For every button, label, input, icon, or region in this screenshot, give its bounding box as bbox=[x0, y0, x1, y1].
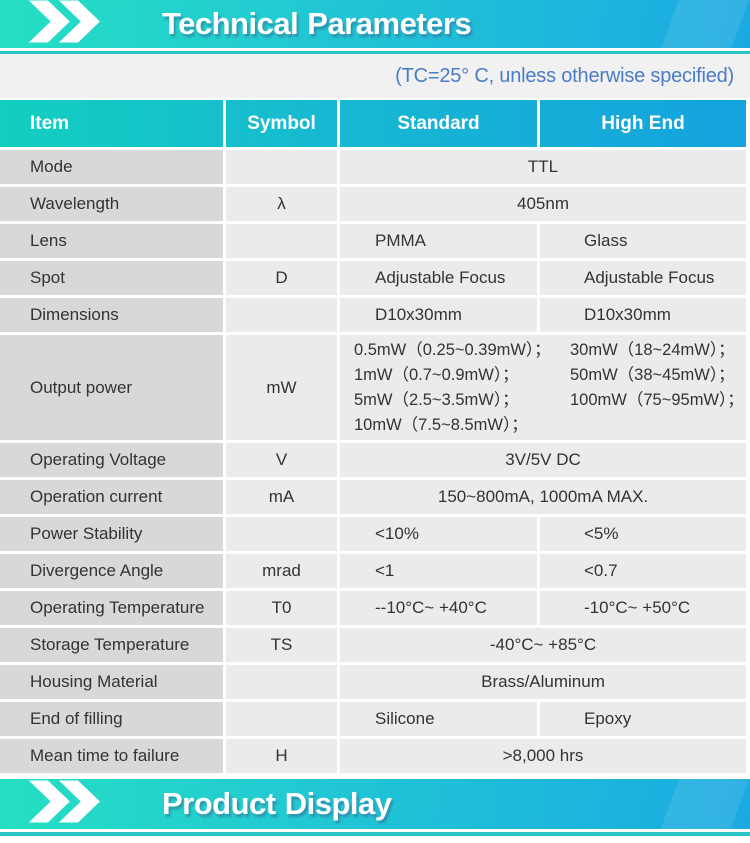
item-cell: Mode bbox=[0, 150, 223, 184]
symbol-cell bbox=[226, 298, 337, 332]
table-row: Operating Voltage V 3V/5V DC bbox=[0, 443, 746, 477]
merged-value-cell: >8,000 hrs bbox=[340, 739, 746, 773]
teal-divider bbox=[0, 832, 750, 836]
item-cell: Wavelength bbox=[0, 187, 223, 221]
double-chevron-icon bbox=[27, 780, 109, 828]
column-header-high-end: High End bbox=[537, 100, 746, 147]
standard-cell: PMMA bbox=[340, 224, 537, 258]
top-banner: Technical Parameters bbox=[0, 0, 750, 48]
column-header-standard: Standard bbox=[337, 100, 537, 147]
merged-value-cell: 3V/5V DC bbox=[340, 443, 746, 477]
divider bbox=[0, 829, 750, 832]
item-cell: Lens bbox=[0, 224, 223, 258]
banner-slash-decoration bbox=[653, 779, 750, 829]
table-row: Divergence Angle mrad <1 <0.7 bbox=[0, 554, 746, 588]
high-end-cell: <5% bbox=[540, 517, 746, 551]
standard-cell: Silicone bbox=[340, 702, 537, 736]
power-line: 0.5mW（0.25~0.39mW）； bbox=[354, 340, 551, 359]
column-header-symbol: Symbol bbox=[223, 100, 337, 147]
table-row: Operating Temperature T0 --10°C~ +40°C -… bbox=[0, 591, 746, 625]
table-header-row: Item Symbol Standard High End bbox=[0, 100, 746, 147]
item-cell: Spot bbox=[0, 261, 223, 295]
divider bbox=[0, 48, 750, 51]
standard-cell: --10°C~ +40°C bbox=[340, 591, 537, 625]
standard-cell: Adjustable Focus bbox=[340, 261, 537, 295]
table-row-output-power: Output power mW 0.5mW（0.25~0.39mW）； 1mW（… bbox=[0, 335, 746, 440]
item-cell: Divergence Angle bbox=[0, 554, 223, 588]
banner-slash-decoration bbox=[653, 0, 750, 48]
power-line: 50mW（38~45mW）； bbox=[570, 365, 735, 384]
power-line: 30mW（18~24mW）； bbox=[570, 340, 735, 359]
standard-cell: <10% bbox=[340, 517, 537, 551]
page-title: Technical Parameters bbox=[162, 6, 472, 41]
item-cell: Dimensions bbox=[0, 298, 223, 332]
power-line-spacer bbox=[570, 413, 744, 438]
standard-power-list: 0.5mW（0.25~0.39mW）； 1mW（0.7~0.9mW）； 5mW（… bbox=[354, 338, 570, 438]
item-cell: End of filling bbox=[0, 702, 223, 736]
high-end-cell: <0.7 bbox=[540, 554, 746, 588]
symbol-cell: H bbox=[226, 739, 337, 773]
symbol-cell bbox=[226, 517, 337, 551]
item-cell: Output power bbox=[0, 335, 223, 440]
section-title: Product Display bbox=[162, 786, 392, 821]
high-end-cell: -10°C~ +50°C bbox=[540, 591, 746, 625]
merged-value-cell: 150~800mA, 1000mA MAX. bbox=[340, 480, 746, 514]
symbol-cell: mrad bbox=[226, 554, 337, 588]
symbol-cell: mW bbox=[226, 335, 337, 440]
spec-table: Item Symbol Standard High End Mode TTL W… bbox=[0, 100, 750, 773]
standard-cell: <1 bbox=[340, 554, 537, 588]
symbol-cell: TS bbox=[226, 628, 337, 662]
item-cell: Storage Temperature bbox=[0, 628, 223, 662]
symbol-cell: mA bbox=[226, 480, 337, 514]
double-chevron-icon bbox=[27, 0, 109, 48]
symbol-cell bbox=[226, 150, 337, 184]
item-cell: Operation current bbox=[0, 480, 223, 514]
subtitle-bar: (TC=25° C, unless otherwise specified) bbox=[0, 54, 750, 98]
item-cell: Mean time to failure bbox=[0, 739, 223, 773]
table-row: Operation current mA 150~800mA, 1000mA M… bbox=[0, 480, 746, 514]
table-row: Mean time to failure H >8,000 hrs bbox=[0, 739, 746, 773]
merged-value-cell: 0.5mW（0.25~0.39mW）； 1mW（0.7~0.9mW）； 5mW（… bbox=[340, 335, 746, 440]
high-end-cell: Epoxy bbox=[540, 702, 746, 736]
item-cell: Power Stability bbox=[0, 517, 223, 551]
bottom-banner: Product Display bbox=[0, 779, 750, 829]
power-line: 5mW（2.5~3.5mW）； bbox=[354, 390, 519, 409]
table-row: Spot D Adjustable Focus Adjustable Focus bbox=[0, 261, 746, 295]
symbol-cell: V bbox=[226, 443, 337, 477]
high-end-cell: Adjustable Focus bbox=[540, 261, 746, 295]
high-end-power-list: 30mW（18~24mW）； 50mW（38~45mW）； 100mW（75~9… bbox=[570, 338, 744, 438]
power-line: 10mW（7.5~8.5mW）； bbox=[354, 415, 528, 434]
item-cell: Housing Material bbox=[0, 665, 223, 699]
standard-cell: D10x30mm bbox=[340, 298, 537, 332]
symbol-cell bbox=[226, 665, 337, 699]
merged-value-cell: 405nm bbox=[340, 187, 746, 221]
symbol-cell: T0 bbox=[226, 591, 337, 625]
table-row: Storage Temperature TS -40°C~ +85°C bbox=[0, 628, 746, 662]
power-line: 100mW（75~95mW）； bbox=[570, 390, 744, 409]
table-row: Dimensions D10x30mm D10x30mm bbox=[0, 298, 746, 332]
high-end-cell: Glass bbox=[540, 224, 746, 258]
symbol-cell bbox=[226, 702, 337, 736]
table-row: Housing Material Brass/Aluminum bbox=[0, 665, 746, 699]
table-row: Wavelength λ 405nm bbox=[0, 187, 746, 221]
item-cell: Operating Temperature bbox=[0, 591, 223, 625]
table-row: Lens PMMA Glass bbox=[0, 224, 746, 258]
test-condition-note: (TC=25° C, unless otherwise specified) bbox=[395, 64, 734, 87]
symbol-cell: λ bbox=[226, 187, 337, 221]
item-cell: Operating Voltage bbox=[0, 443, 223, 477]
power-line: 1mW（0.7~0.9mW）； bbox=[354, 365, 519, 384]
teal-divider bbox=[0, 51, 750, 54]
table-row: Power Stability <10% <5% bbox=[0, 517, 746, 551]
column-header-item: Item bbox=[30, 112, 70, 134]
symbol-cell: D bbox=[226, 261, 337, 295]
merged-value-cell: Brass/Aluminum bbox=[340, 665, 746, 699]
high-end-cell: D10x30mm bbox=[540, 298, 746, 332]
merged-value-cell: -40°C~ +85°C bbox=[340, 628, 746, 662]
merged-value-cell: TTL bbox=[340, 150, 746, 184]
table-row: End of filling Silicone Epoxy bbox=[0, 702, 746, 736]
table-row: Mode TTL bbox=[0, 150, 746, 184]
symbol-cell bbox=[226, 224, 337, 258]
